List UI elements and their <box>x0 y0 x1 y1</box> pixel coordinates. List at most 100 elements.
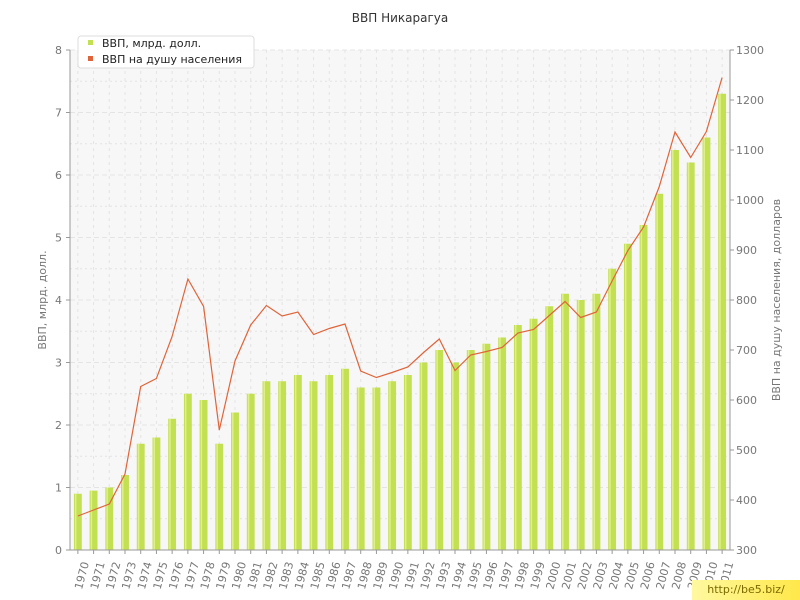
bar-highlight <box>404 375 407 550</box>
bar-1975 <box>152 437 161 550</box>
bar-highlight <box>310 381 313 550</box>
bar-1979 <box>215 443 224 550</box>
bar-highlight <box>184 393 187 550</box>
bar-highlight <box>672 150 674 550</box>
bar-2004 <box>608 268 617 550</box>
bar-highlight <box>499 337 501 550</box>
bar-highlight <box>624 243 627 550</box>
bar-2000 <box>545 306 554 550</box>
bar-highlight <box>279 381 281 550</box>
bar-2001 <box>561 293 569 550</box>
bar-highlight <box>342 368 344 550</box>
bar-2011 <box>718 93 727 550</box>
right-tick-label: 1300 <box>736 44 764 57</box>
bar-1971 <box>89 490 98 550</box>
bar-1990 <box>388 381 397 550</box>
bar-2005 <box>623 243 632 550</box>
bar-highlight <box>389 381 391 550</box>
bar-highlight <box>452 362 454 550</box>
bar-highlight <box>326 375 328 550</box>
bar-1991 <box>403 375 412 550</box>
legend-label-line: ВВП на душу населения <box>102 53 242 66</box>
bar-1970 <box>73 493 82 550</box>
bar-highlight <box>137 443 140 550</box>
bar-highlight <box>106 487 108 550</box>
bar-highlight <box>436 350 438 550</box>
bar-1997 <box>498 337 507 550</box>
bar-highlight <box>593 293 595 550</box>
right-tick-label: 400 <box>736 494 757 507</box>
left-tick-label: 7 <box>55 107 62 120</box>
bar-highlight <box>483 343 485 550</box>
right-tick-label: 500 <box>736 444 757 457</box>
bar-1983 <box>278 381 287 550</box>
bar-highlight <box>420 362 423 550</box>
bar-2006 <box>639 225 648 550</box>
bar-highlight <box>74 493 77 550</box>
bar-highlight <box>247 393 250 550</box>
bar-1981 <box>246 393 255 550</box>
legend-swatch-bar <box>88 40 93 45</box>
bar-highlight <box>609 268 611 550</box>
bar-highlight <box>169 418 171 550</box>
bar-highlight <box>577 300 580 550</box>
bar-highlight <box>530 318 533 550</box>
bar-1995 <box>466 350 475 550</box>
x-axis: 1970197119721973197419751976197719781979… <box>70 549 736 591</box>
bar-1989 <box>372 387 381 550</box>
right-axis-label: ВВП на душу населения, долларов <box>770 199 783 401</box>
bar-2010 <box>702 137 711 550</box>
right-tick-label: 600 <box>736 394 757 407</box>
bar-highlight <box>200 400 203 550</box>
left-tick-label: 4 <box>55 294 62 307</box>
bar-1987 <box>341 368 349 550</box>
chart-title: ВВП Никарагуа <box>352 11 448 25</box>
bar-highlight <box>216 443 218 550</box>
line-series <box>77 77 723 517</box>
bar-highlight <box>656 193 658 550</box>
bar-1974 <box>136 443 145 550</box>
bar-highlight <box>687 162 690 550</box>
watermark[interactable]: http://be5.biz/ <box>692 580 800 600</box>
bar-highlight <box>514 325 517 550</box>
right-tick-label: 1200 <box>736 94 764 107</box>
bar-1986 <box>325 375 334 550</box>
bar-2002 <box>576 300 585 550</box>
bar-highlight <box>562 293 564 550</box>
bar-highlight <box>153 437 155 550</box>
left-axis-label: ВВП, млрд. долл. <box>36 250 49 349</box>
left-axis: 0 1 2 3 4 5 6 7 8 <box>55 44 71 557</box>
bar-highlight <box>546 306 548 550</box>
bar-1977 <box>183 393 192 550</box>
bar-1976 <box>168 418 177 550</box>
bar-1993 <box>435 350 444 550</box>
bar-1999 <box>529 318 538 550</box>
bar-1984 <box>293 375 302 550</box>
bar-highlight <box>640 225 643 550</box>
per-capita-line <box>77 77 723 517</box>
bar-2009 <box>686 162 695 550</box>
bar-highlight <box>263 381 265 550</box>
bar-1992 <box>419 362 428 550</box>
bar-1978 <box>199 400 208 550</box>
left-tick-label: 8 <box>55 44 62 57</box>
right-tick-label: 1000 <box>736 194 764 207</box>
right-tick-label: 700 <box>736 344 757 357</box>
bar-highlight <box>703 137 705 550</box>
bar-1973 <box>121 475 129 550</box>
bar-highlight <box>357 387 360 550</box>
bar-2007 <box>655 193 664 550</box>
left-tick-label: 3 <box>55 357 62 370</box>
right-tick-label: 800 <box>736 294 757 307</box>
bar-1985 <box>309 381 318 550</box>
bar-1988 <box>356 387 365 550</box>
bar-highlight <box>719 93 721 550</box>
bar-highlight <box>467 350 470 550</box>
legend-swatch-line <box>88 56 93 61</box>
legend-box <box>77 35 255 69</box>
right-axis: 300 400 500 600 700 800 900 1000 1100 1200 1300 <box>729 44 764 557</box>
left-tick-label: 1 <box>55 482 62 495</box>
bar-2003 <box>592 293 601 550</box>
bar-1996 <box>482 343 491 550</box>
